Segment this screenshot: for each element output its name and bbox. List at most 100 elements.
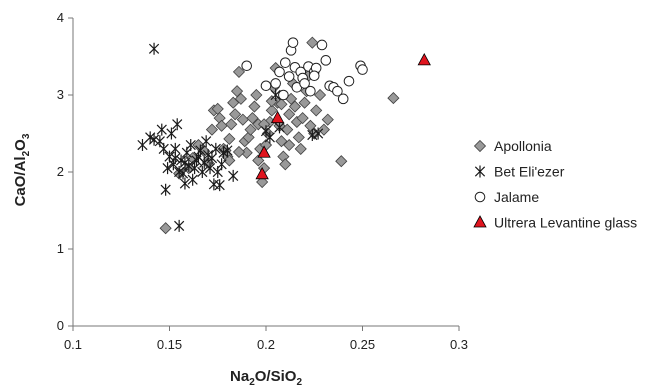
data-point — [227, 96, 240, 109]
series-jalame — [241, 37, 368, 105]
data-point — [320, 55, 332, 66]
data-point — [270, 89, 281, 101]
data-point — [337, 93, 349, 105]
data-point — [357, 64, 368, 75]
data-point — [279, 158, 292, 171]
data-point — [310, 104, 323, 117]
data-point — [234, 92, 247, 105]
data-point — [246, 112, 259, 125]
data-point — [255, 166, 269, 180]
data-point — [185, 139, 196, 152]
data-point — [160, 183, 171, 196]
y-tick-label: 1 — [57, 241, 64, 256]
data-point — [177, 167, 189, 180]
legend-label: Ultrera Levantine glass — [494, 215, 637, 231]
data-point — [275, 135, 288, 148]
data-point — [270, 78, 281, 89]
x-tick-label: 0.25 — [350, 337, 375, 352]
data-point — [270, 110, 285, 123]
data-point — [137, 139, 148, 152]
data-point — [222, 144, 233, 157]
data-point — [210, 142, 221, 155]
data-point — [283, 108, 296, 121]
data-point — [195, 144, 206, 157]
legend-marker — [473, 139, 487, 153]
data-point — [166, 127, 177, 140]
data-point — [162, 162, 173, 175]
data-point — [158, 142, 169, 155]
data-point — [256, 175, 269, 189]
data-point — [189, 162, 200, 175]
data-point — [275, 98, 288, 111]
data-point — [223, 132, 236, 145]
legend-marker — [474, 165, 486, 178]
data-point — [260, 80, 272, 92]
data-point — [236, 113, 249, 126]
data-point — [232, 145, 246, 159]
data-point — [298, 96, 311, 109]
legend-label: Jalame — [494, 189, 539, 205]
data-point — [179, 177, 191, 190]
legend-label: Bet Eli'ezer — [494, 164, 565, 180]
series-bet-eli-ezer — [137, 42, 324, 232]
data-point — [148, 133, 160, 146]
x-tick-label: 0.15 — [157, 337, 182, 352]
y-title-sub2: 3 — [21, 133, 32, 139]
data-point — [156, 123, 167, 136]
data-point — [159, 222, 172, 235]
data-point — [192, 138, 205, 152]
data-point — [215, 119, 228, 132]
data-point — [313, 88, 327, 102]
data-point — [278, 89, 289, 101]
data-point — [299, 78, 310, 89]
data-point — [283, 71, 295, 82]
data-point — [179, 156, 191, 169]
data-point — [205, 123, 219, 136]
data-point — [265, 104, 278, 117]
data-point — [225, 118, 238, 131]
x-tick-label: 0.3 — [450, 337, 468, 352]
x-tick-label: 0.1 — [64, 337, 82, 352]
data-point — [264, 131, 275, 144]
data-point — [296, 112, 309, 125]
data-point — [260, 125, 272, 138]
data-point — [174, 219, 185, 232]
legend-marker — [474, 191, 486, 203]
data-point — [306, 36, 319, 49]
data-point — [307, 129, 318, 142]
data-point — [170, 152, 181, 165]
data-point — [288, 100, 302, 113]
data-point — [417, 53, 431, 66]
x-title-sub1: 2 — [249, 377, 255, 386]
data-point — [206, 152, 218, 165]
data-point — [274, 121, 285, 134]
data-point — [321, 113, 334, 126]
data-point — [214, 179, 225, 192]
data-point — [281, 123, 294, 136]
data-point — [316, 39, 328, 51]
legend-marker — [473, 215, 487, 228]
y-tick-label: 4 — [57, 10, 64, 25]
data-point — [228, 169, 239, 182]
data-point — [283, 138, 296, 152]
data-point — [274, 66, 285, 78]
x-title-mid: O/SiO — [255, 368, 297, 385]
y-tick-label: 2 — [57, 164, 64, 179]
data-point — [250, 88, 263, 102]
data-point — [257, 145, 271, 158]
y-title-sub1: 2 — [21, 150, 32, 156]
data-point — [305, 85, 316, 97]
data-point — [292, 131, 305, 144]
data-point — [208, 178, 219, 191]
data-point — [308, 70, 320, 82]
data-point — [241, 60, 252, 72]
x-tick-label: 0.2 — [257, 337, 275, 352]
x-axis-title: Na2O/SiO2 — [230, 368, 302, 386]
data-point — [335, 155, 348, 168]
axes: 0 1 2 3 4 0.1 0.15 0.2 0.25 0.3 — [57, 10, 468, 352]
data-point — [216, 158, 227, 171]
data-point — [223, 154, 236, 167]
x-title-sub2: 2 — [296, 377, 302, 386]
y-tick-label: 0 — [57, 318, 64, 333]
data-point — [332, 85, 343, 97]
